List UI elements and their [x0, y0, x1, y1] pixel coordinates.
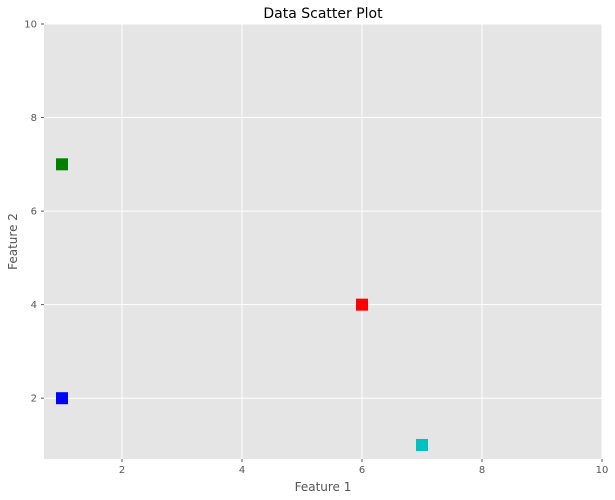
- chart-title: Data Scatter Plot: [263, 6, 383, 22]
- y-tick-label: 6: [31, 207, 37, 218]
- x-tick-label: 2: [119, 465, 125, 476]
- y-tick-label: 2: [31, 394, 37, 405]
- y-tick-label: 10: [24, 20, 37, 31]
- plot-area: [44, 24, 602, 459]
- axis-ticks: 2 4 6 8 10 2 4 6 8 10: [24, 20, 608, 477]
- grid-lines: [44, 23, 603, 459]
- y-tick-label: 8: [31, 113, 37, 124]
- x-tick-label: 8: [479, 465, 485, 476]
- data-point: [416, 438, 428, 451]
- y-axis-label: Feature 2: [6, 213, 20, 270]
- data-point: [356, 298, 368, 311]
- data-point: [56, 158, 68, 171]
- x-tick-label: 4: [239, 465, 245, 476]
- data-point: [56, 392, 68, 405]
- x-tick-label: 6: [359, 465, 365, 476]
- data-points: [56, 158, 428, 451]
- x-tick-label: 10: [596, 465, 609, 476]
- x-axis-label: Feature 1: [295, 480, 352, 494]
- y-tick-label: 4: [31, 300, 37, 311]
